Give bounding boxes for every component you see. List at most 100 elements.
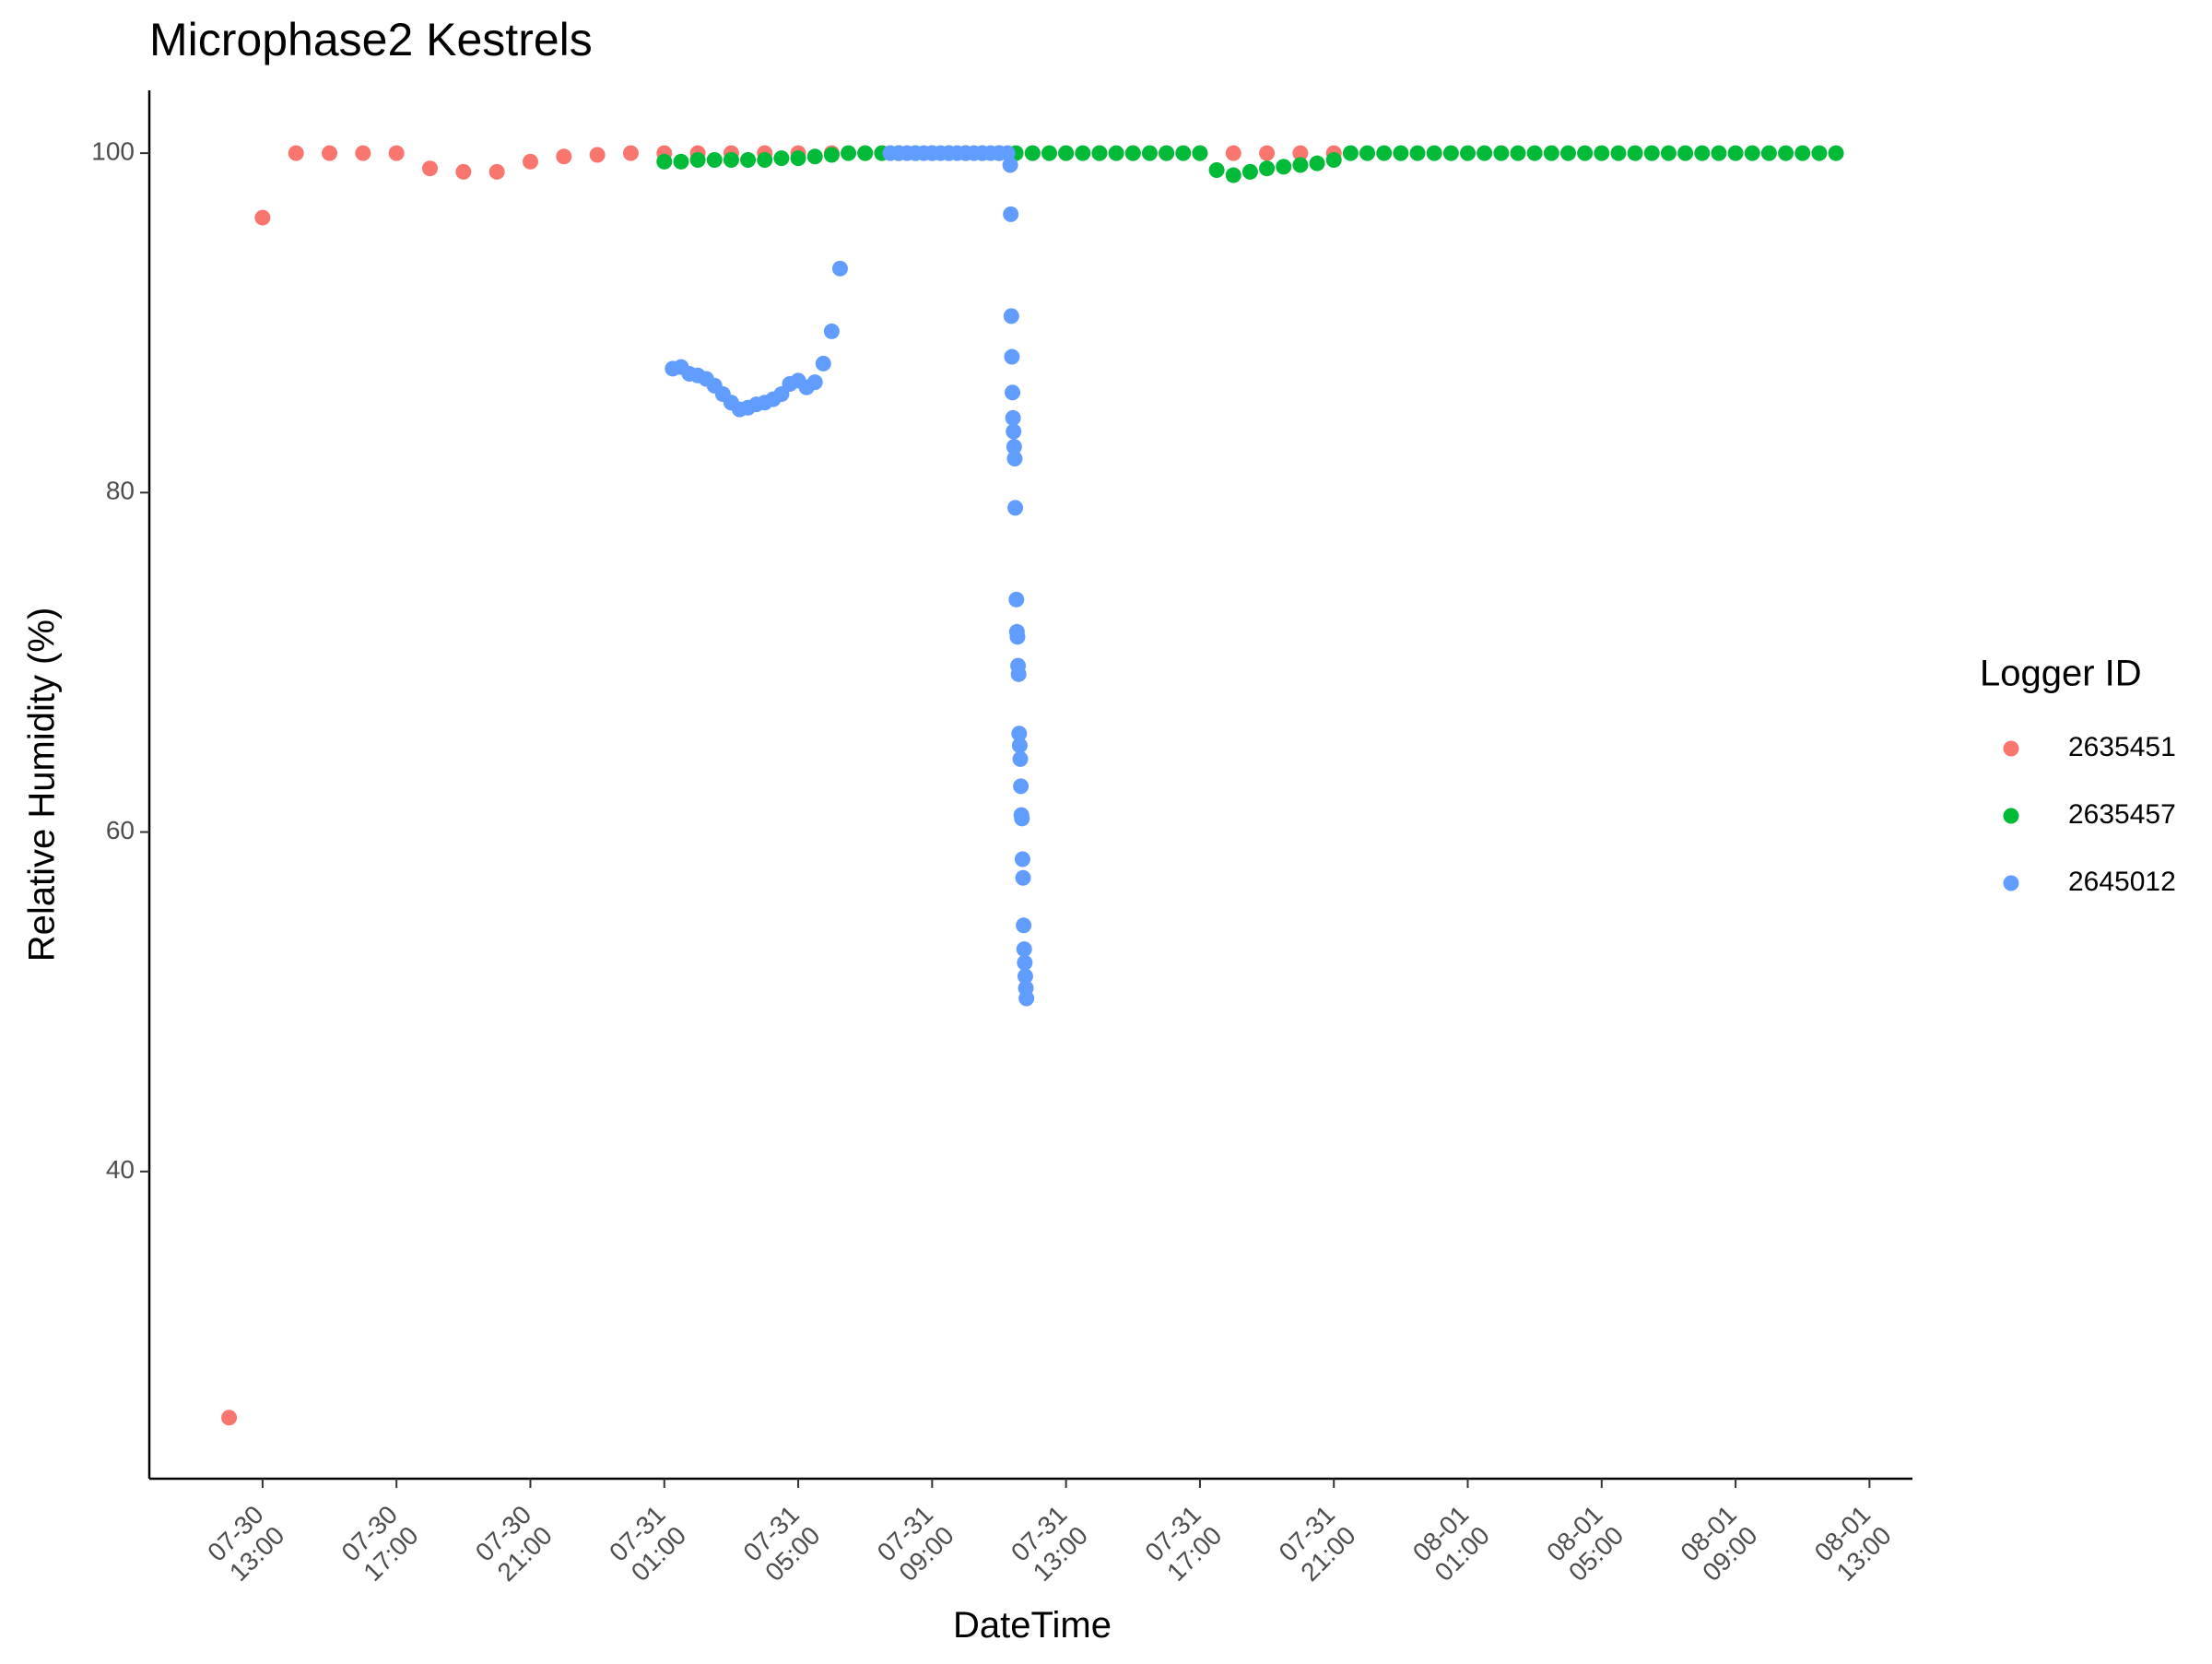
- data-point: [1016, 917, 1032, 934]
- data-point: [823, 323, 840, 339]
- data-point: [1409, 145, 1426, 161]
- y-tick-label: 80: [106, 477, 135, 505]
- data-point: [1159, 145, 1175, 161]
- data-point: [1325, 151, 1342, 168]
- data-point: [1292, 157, 1309, 173]
- x-tick-label: 07-3109:00: [872, 1500, 959, 1587]
- data-point: [1016, 941, 1032, 958]
- data-point: [1241, 163, 1258, 180]
- data-point: [1008, 591, 1025, 608]
- x-tick-label: 07-3121:00: [1274, 1500, 1361, 1587]
- data-point: [1359, 145, 1376, 161]
- data-point: [1610, 145, 1627, 161]
- data-point: [1024, 145, 1041, 161]
- data-point: [1007, 500, 1024, 516]
- data-point: [1013, 778, 1030, 795]
- data-point: [823, 147, 840, 163]
- data-point: [1208, 162, 1225, 179]
- data-point: [422, 160, 439, 177]
- data-point: [790, 150, 806, 167]
- legend-label: 2645012: [2068, 867, 2176, 897]
- data-point: [1660, 145, 1677, 161]
- data-point: [1006, 451, 1023, 467]
- data-point: [221, 1410, 238, 1426]
- data-point: [673, 153, 689, 170]
- data-point: [1594, 145, 1610, 161]
- x-tick-label: 07-3101:00: [604, 1500, 691, 1587]
- data-point: [1643, 145, 1660, 161]
- data-point: [288, 145, 304, 161]
- data-point: [1017, 968, 1033, 985]
- data-point: [1493, 145, 1510, 161]
- data-point: [1342, 145, 1359, 161]
- data-point: [1175, 145, 1192, 161]
- data-point: [706, 151, 723, 168]
- data-point: [1003, 308, 1019, 325]
- x-tick-label: 07-3021:00: [470, 1500, 558, 1587]
- data-point: [1006, 439, 1022, 455]
- data-point: [1376, 145, 1393, 161]
- data-point: [622, 145, 639, 161]
- data-point: [723, 151, 739, 168]
- data-point: [773, 150, 790, 167]
- data-point: [589, 147, 606, 163]
- data-point: [1225, 145, 1241, 161]
- data-point: [1003, 206, 1019, 222]
- x-axis-title: DateTime: [953, 1605, 1112, 1646]
- data-point: [254, 209, 271, 226]
- legend-title: Logger ID: [1980, 654, 2142, 694]
- data-point: [1794, 145, 1811, 161]
- legend-marker: [2003, 875, 2019, 891]
- data-point: [1259, 160, 1276, 177]
- y-axis-title: Relative Humidity (%): [22, 608, 63, 962]
- data-point: [1259, 145, 1276, 161]
- legend-label: 2635457: [2068, 799, 2176, 830]
- data-point: [740, 151, 757, 168]
- data-point: [857, 145, 874, 161]
- data-point: [1018, 990, 1035, 1007]
- y-tick-label: 40: [106, 1155, 135, 1184]
- data-point: [815, 355, 831, 372]
- legend-marker: [2003, 740, 2019, 757]
- data-point: [1010, 666, 1027, 682]
- data-point: [1276, 159, 1292, 175]
- x-tick-label: 08-0105:00: [1541, 1500, 1629, 1587]
- data-point: [1828, 145, 1844, 161]
- data-point: [1526, 145, 1543, 161]
- data-point: [388, 145, 405, 161]
- data-point: [1627, 145, 1643, 161]
- data-point: [999, 145, 1016, 161]
- data-point: [1292, 145, 1309, 161]
- data-point: [1011, 738, 1028, 754]
- data-point: [522, 153, 538, 170]
- data-point: [1778, 145, 1794, 161]
- data-point: [1192, 145, 1208, 161]
- data-point: [1004, 348, 1020, 365]
- data-point: [1426, 145, 1442, 161]
- data-point: [1677, 145, 1694, 161]
- data-point: [1711, 145, 1727, 161]
- data-point: [1017, 954, 1033, 971]
- legend-marker: [2003, 808, 2019, 824]
- data-point: [1091, 145, 1108, 161]
- x-tick-label: 08-0113:00: [1809, 1500, 1897, 1587]
- x-tick-label: 07-3017:00: [336, 1500, 424, 1587]
- data-point: [1510, 145, 1526, 161]
- data-point: [455, 163, 472, 180]
- data-point: [1015, 869, 1031, 886]
- data-point: [556, 148, 572, 165]
- data-point: [1108, 145, 1124, 161]
- data-point: [806, 374, 823, 391]
- data-point: [1075, 145, 1091, 161]
- data-point: [1014, 810, 1030, 827]
- data-point: [1694, 145, 1711, 161]
- data-point: [1393, 145, 1409, 161]
- data-point: [841, 145, 857, 161]
- data-point: [1058, 145, 1075, 161]
- data-point: [1559, 145, 1576, 161]
- data-point: [1012, 750, 1029, 767]
- data-point: [1141, 145, 1158, 161]
- data-point: [1477, 145, 1493, 161]
- data-point: [1009, 629, 1026, 645]
- data-point: [656, 153, 673, 170]
